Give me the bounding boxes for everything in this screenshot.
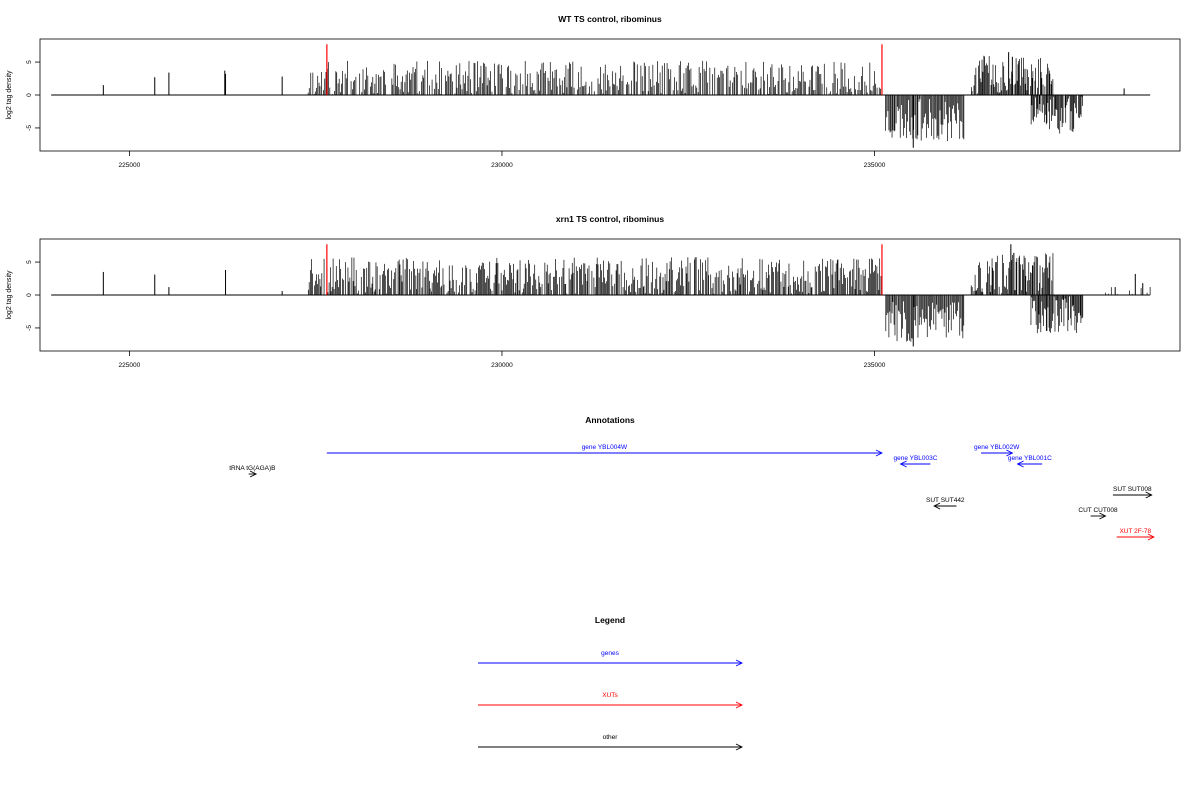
xrn1-signal (51, 244, 1151, 347)
annotation-arrow (981, 449, 1014, 457)
xrn1-panel: xrn1 TS control, ribominus log2 tag dens… (6, 214, 1181, 369)
xrn1-y-axis-label: log2 tag density (6, 270, 13, 320)
xrn1-x-tick-label: 225000 (119, 362, 141, 369)
xrn1-x-axis: 225000 230000 235000 (119, 351, 886, 369)
annotation-label: gene YBL002W (974, 444, 1020, 451)
annotation-label: gene YBL001C (1008, 455, 1052, 462)
legend-arrow-genes (478, 659, 744, 667)
legend-label: genes (601, 650, 619, 657)
annotation-label: XUT 2F-78 (1119, 528, 1151, 535)
annotations-title: Annotations (585, 415, 635, 425)
annotation-arrow (1090, 512, 1107, 520)
xrn1-panel-title: xrn1 TS control, ribominus (556, 214, 664, 224)
xrn1-x-tick-label: 230000 (491, 362, 513, 369)
wt-x-tick-label: 225000 (119, 162, 141, 169)
legend-panel: Legend genes XUTs other (478, 615, 744, 751)
wt-y-axis-label: log2 tag density (6, 70, 13, 120)
wt-x-axis: 225000 230000 235000 (119, 151, 886, 169)
wt-markers (326, 44, 883, 95)
annotation-arrow (899, 460, 931, 468)
xrn1-x-tick-label: 235000 (864, 362, 886, 369)
wt-y-tick-label: 0 (26, 93, 33, 97)
wt-y-tick-label: -5 (26, 125, 33, 131)
legend-title: Legend (595, 615, 625, 625)
legend-arrow-XUTs (478, 701, 744, 709)
wt-x-tick-label: 235000 (864, 162, 886, 169)
wt-x-tick-label: 230000 (491, 162, 513, 169)
annotation-arrow (1116, 533, 1155, 541)
annotation-label: gene YBL004W (582, 444, 628, 451)
wt-panel: WT TS control, ribominus log2 tag densit… (6, 14, 1181, 169)
wt-panel-title: WT TS control, ribominus (558, 14, 662, 24)
annotation-label: SUT SUT442 (926, 497, 965, 504)
wt-y-axis: -5 0 5 (26, 60, 40, 131)
xrn1-markers (326, 244, 883, 295)
legend-arrow-other (478, 743, 744, 751)
annotation-arrow (248, 470, 258, 478)
xrn1-y-tick-label: 0 (26, 293, 33, 297)
annotation-label: gene YBL003C (893, 455, 937, 462)
legend-entries: genes XUTs other (478, 650, 744, 751)
legend-label: other (603, 734, 619, 741)
legend-label: XUTs (602, 692, 618, 699)
annotation-label: SUT SUT008 (1113, 486, 1152, 493)
annotation-arrow (326, 449, 883, 457)
wt-y-tick-label: 5 (26, 60, 33, 64)
annotation-features: gene YBL004W gene YBL003C gene YBL002W gene… (229, 444, 1155, 541)
xrn1-y-tick-label: -5 (26, 325, 33, 331)
annotation-arrow (1112, 491, 1153, 499)
annotation-label: tRNA tG(AGA)B (229, 465, 275, 472)
annotation-label: CUT CUT008 (1078, 507, 1118, 514)
annotation-arrow (1016, 460, 1043, 468)
xrn1-y-tick-label: 5 (26, 260, 33, 264)
xrn1-y-axis: -5 0 5 (26, 260, 40, 331)
annotation-arrow (933, 502, 957, 510)
wt-signal (51, 52, 1151, 148)
